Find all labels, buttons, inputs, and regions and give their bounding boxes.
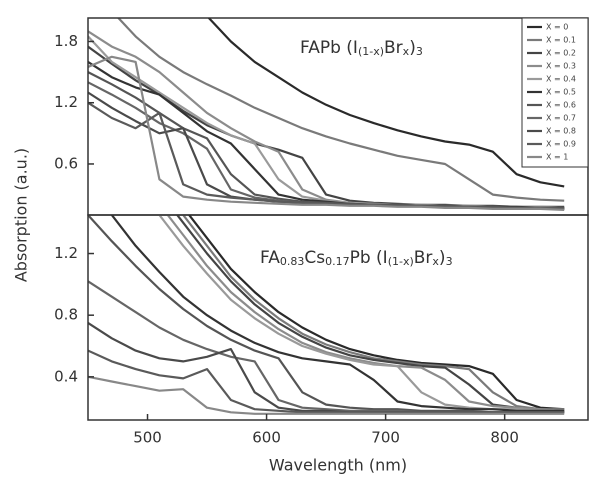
spectrum-line — [110, 215, 565, 412]
legend-label: X = 0.7 — [546, 114, 576, 123]
legend-label: X = 0.2 — [546, 49, 576, 58]
annotation-part: FAPb (I — [300, 38, 358, 58]
legend-label: X = 1 — [546, 153, 568, 162]
annotation-part: Br — [384, 38, 403, 58]
annotation-part: x — [403, 45, 410, 58]
spectrum-line — [88, 215, 565, 414]
legend-label: X = 0 — [546, 23, 568, 32]
y-tick-label: 1.2 — [54, 93, 78, 111]
spectrum-line — [207, 18, 565, 188]
annotation-part: ) — [439, 248, 446, 268]
annotation: FAPb (I(1-x)Brx)3 — [300, 38, 423, 58]
spectrum-line — [88, 321, 565, 414]
y-tick-label: 0.6 — [54, 154, 78, 172]
legend-label: X = 0.5 — [546, 88, 576, 97]
axes-frame — [87, 214, 589, 421]
legend-label: X = 0.4 — [546, 75, 576, 84]
annotation-part: ) — [409, 38, 416, 58]
spectrum-line — [88, 55, 565, 211]
x-tick-label: 500 — [133, 429, 162, 447]
annotation-part: FA — [260, 248, 280, 268]
spectrum-line — [116, 18, 565, 202]
y-tick-label: 0.8 — [54, 306, 78, 324]
spectrum-line — [166, 215, 565, 412]
x-tick-label: 800 — [490, 429, 519, 447]
legend-label: X = 0.9 — [546, 140, 576, 149]
annotation-part: Cs — [304, 248, 325, 268]
legend-label: X = 0.1 — [546, 36, 576, 45]
legend-label: X = 0.6 — [546, 101, 576, 110]
annotation-part: (1-x) — [358, 45, 384, 58]
spectrum-line — [88, 60, 565, 209]
annotation-part: 3 — [446, 255, 453, 268]
annotation-part: 0.83 — [280, 255, 305, 268]
x-tick-label: 700 — [371, 429, 400, 447]
y-tick-label: 0.4 — [54, 367, 78, 385]
x-tick-label: 600 — [252, 429, 281, 447]
y-tick-label: 1.8 — [54, 32, 78, 50]
spectrum-line — [88, 45, 565, 208]
annotation-part: 0.17 — [325, 255, 350, 268]
spectrum-line — [175, 215, 565, 412]
spectrum-line — [187, 215, 565, 411]
legend-label: X = 0.3 — [546, 62, 576, 71]
annotation-part: 3 — [416, 45, 423, 58]
annotation: FA0.83Cs0.17Pb (I(1-x)Brx)3 — [260, 248, 453, 268]
spectrum-line — [88, 81, 565, 210]
annotation-part: Br — [414, 248, 433, 268]
legend-label: X = 0.8 — [546, 127, 576, 136]
annotation-part: x — [432, 255, 439, 268]
plot-lines — [88, 215, 565, 415]
y-axis-label: Absorption (a.u.) — [12, 148, 31, 282]
plot-lines — [88, 18, 565, 211]
y-tick-label: 1.2 — [54, 244, 78, 262]
spectrum-line — [88, 375, 565, 415]
annotation-part: (1-x) — [388, 255, 414, 268]
x-axis-label: Wavelength (nm) — [269, 456, 407, 475]
annotation-part: Pb (I — [350, 248, 388, 268]
spectrum-line — [181, 215, 565, 411]
spectrum-line — [88, 349, 565, 414]
